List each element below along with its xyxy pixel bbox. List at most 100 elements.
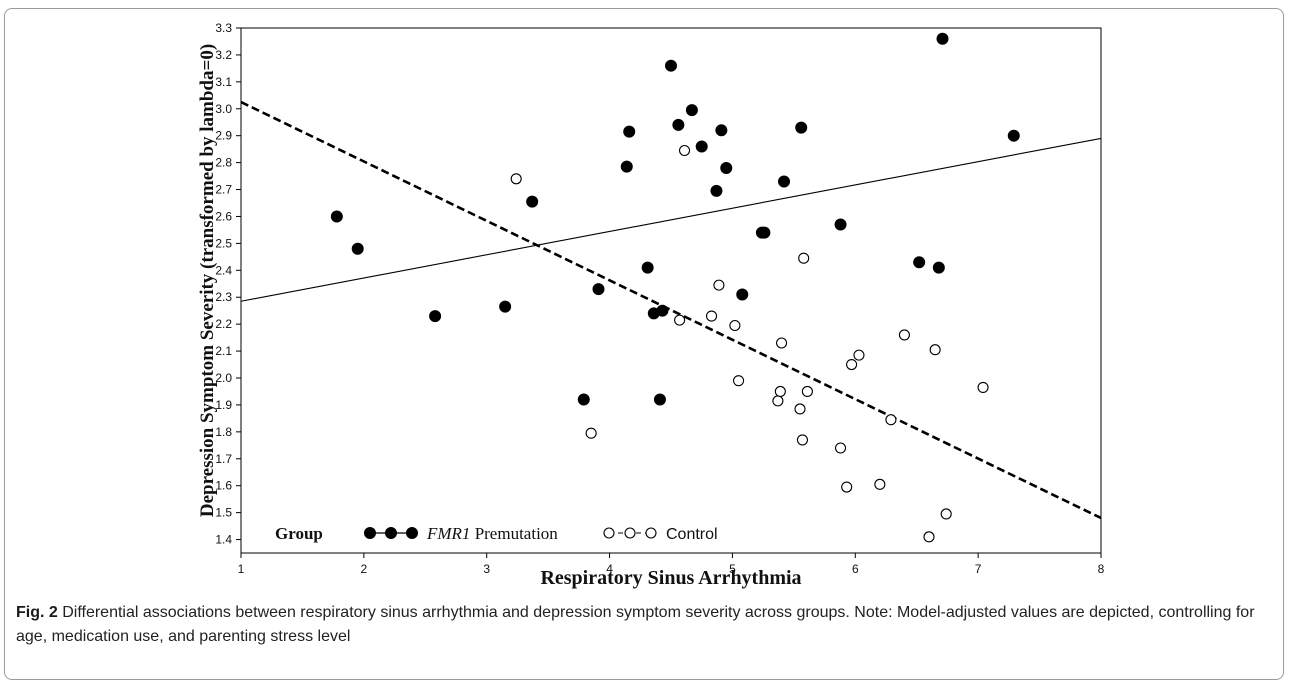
- figure-frame: [4, 8, 1284, 680]
- fit-line-control: [241, 100, 1101, 520]
- point-control: [898, 329, 910, 341]
- y-tick-label: 2.6: [215, 209, 232, 223]
- y-tick-label: 2.9: [215, 129, 232, 143]
- y-tick-label: 1.7: [215, 452, 232, 466]
- data-points: [330, 32, 1020, 543]
- x-tick-label: 1: [238, 562, 245, 576]
- point-fmr1: [656, 304, 669, 317]
- y-tick-label: 2.3: [215, 290, 232, 304]
- point-fmr1: [641, 261, 654, 274]
- x-tick-label: 5: [729, 562, 736, 576]
- point-control: [705, 310, 718, 322]
- x-tick-label: 2: [361, 562, 368, 576]
- point-control: [798, 252, 810, 264]
- legend-point-control: [603, 527, 615, 539]
- legend-marker-fmr1: [364, 527, 418, 539]
- point-control: [853, 349, 865, 361]
- point-control: [846, 358, 858, 371]
- point-control: [796, 434, 809, 446]
- point-control: [923, 531, 935, 543]
- y-tick-label: 1.4: [215, 533, 232, 547]
- y-tick-label: 3.2: [215, 48, 232, 62]
- y-tick-label: 3.3: [215, 21, 232, 35]
- point-fmr1: [710, 184, 723, 197]
- point-fmr1: [429, 310, 442, 323]
- point-control: [885, 414, 897, 426]
- y-tick-label: 2.0: [215, 371, 232, 385]
- legend-title: Group: [275, 524, 323, 543]
- point-fmr1: [758, 226, 771, 239]
- point-fmr1: [672, 118, 685, 131]
- point-fmr1: [936, 32, 949, 45]
- point-fmr1: [620, 160, 633, 173]
- y-tick-label: 3.0: [215, 102, 232, 116]
- fit-lines: [241, 100, 1101, 520]
- y-tick-label: 1.6: [215, 479, 232, 493]
- figure-caption: Fig. 2 Differential associations between…: [16, 601, 1278, 649]
- legend-point-fmr1: [406, 527, 418, 539]
- point-fmr1: [330, 210, 343, 223]
- point-fmr1: [1007, 129, 1020, 142]
- fit-line-fmr1: [241, 137, 1101, 302]
- point-control: [733, 375, 745, 387]
- legend-point-fmr1: [385, 527, 397, 539]
- point-fmr1: [795, 121, 808, 134]
- point-fmr1: [577, 393, 590, 406]
- y-axis-label: Depression Symptom Severity (transformed…: [197, 44, 218, 517]
- y-tick-label: 1.8: [215, 425, 232, 439]
- y-tick-label: 2.1: [215, 344, 232, 358]
- point-control: [510, 173, 522, 185]
- point-control: [801, 385, 813, 398]
- y-tick-label: 1.9: [215, 398, 232, 412]
- point-control: [674, 314, 686, 326]
- point-control: [977, 381, 989, 393]
- y-tick-label: 2.7: [215, 183, 232, 197]
- point-control: [841, 481, 853, 493]
- y-axis-ticks: 1.4 1.5 1.6 1.7 1.8 1.9 2.0 2.1 2.2 2.3 2.4 2.5 2.6 2…: [215, 21, 241, 547]
- point-fmr1: [834, 218, 847, 231]
- x-tick-label: 4: [606, 562, 613, 576]
- point-fmr1: [715, 124, 728, 137]
- x-tick-label: 6: [852, 562, 859, 576]
- point-control: [713, 279, 725, 291]
- point-control: [678, 144, 691, 157]
- point-control: [772, 395, 784, 407]
- caption-text: Differential associations between respir…: [16, 604, 1255, 645]
- legend-label-fmr1: FMR1 Premutation: [426, 524, 558, 543]
- point-fmr1: [499, 300, 512, 313]
- point-control: [794, 403, 806, 415]
- point-control: [729, 319, 741, 332]
- y-tick-label: 3.1: [215, 75, 232, 89]
- y-tick-label: 2.4: [215, 263, 232, 277]
- point-control: [940, 508, 952, 520]
- point-control: [834, 442, 847, 454]
- legend-label-control: Control: [666, 526, 718, 543]
- point-fmr1: [526, 195, 539, 208]
- x-tick-label: 3: [483, 562, 490, 576]
- legend-point-control: [645, 527, 657, 539]
- point-control: [774, 385, 786, 398]
- point-fmr1: [695, 140, 708, 153]
- legend-marker-control: [603, 527, 657, 539]
- point-fmr1: [623, 125, 636, 138]
- point-fmr1: [592, 283, 605, 296]
- caption-label: Fig. 2: [16, 604, 58, 621]
- y-tick-label: 2.8: [215, 156, 232, 170]
- x-axis-label: Respiratory Sinus Arrhythmia: [540, 567, 801, 589]
- point-control: [929, 344, 941, 356]
- legend-point-control: [624, 527, 636, 539]
- point-control: [874, 478, 886, 490]
- point-fmr1: [778, 175, 791, 188]
- point-fmr1: [736, 288, 749, 301]
- legend-point-fmr1: [364, 527, 376, 539]
- point-control: [585, 427, 597, 439]
- point-fmr1: [653, 393, 666, 406]
- plot-area: [240, 27, 1102, 554]
- point-control: [776, 337, 788, 349]
- y-tick-label: 2.2: [215, 317, 232, 331]
- y-tick-label: 2.5: [215, 236, 232, 250]
- scatter-chart: 1 2 3 4 5 6 7 8 1.4 1.5 1.6 1.7 1.8 1.9 2.0 2.1 2.2 2.3 2…: [197, 21, 1105, 589]
- point-fmr1: [932, 261, 945, 274]
- y-tick-label: 1.5: [215, 506, 232, 520]
- point-fmr1: [665, 59, 677, 72]
